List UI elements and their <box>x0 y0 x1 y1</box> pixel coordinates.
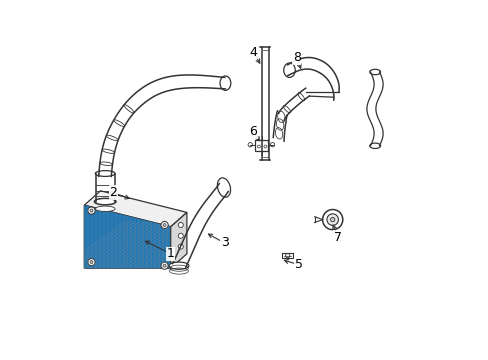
Polygon shape <box>84 205 170 268</box>
Text: 3: 3 <box>220 237 228 249</box>
Circle shape <box>88 207 95 214</box>
Circle shape <box>161 221 168 229</box>
Circle shape <box>90 209 93 212</box>
Circle shape <box>257 145 260 148</box>
Circle shape <box>326 214 338 225</box>
Text: 2: 2 <box>109 186 117 199</box>
Circle shape <box>264 145 266 148</box>
Circle shape <box>163 224 166 226</box>
Text: 4: 4 <box>249 46 257 59</box>
Ellipse shape <box>169 262 188 269</box>
Polygon shape <box>84 205 170 268</box>
Circle shape <box>90 261 93 264</box>
Circle shape <box>88 258 95 266</box>
Ellipse shape <box>95 171 115 176</box>
Ellipse shape <box>217 178 230 197</box>
Ellipse shape <box>95 206 115 212</box>
Text: 8: 8 <box>292 51 300 64</box>
Ellipse shape <box>94 198 116 205</box>
Circle shape <box>247 143 252 147</box>
Text: 1: 1 <box>166 247 174 260</box>
Circle shape <box>322 210 342 230</box>
Ellipse shape <box>369 69 380 75</box>
Circle shape <box>178 222 183 228</box>
Ellipse shape <box>220 76 230 90</box>
FancyBboxPatch shape <box>254 140 268 151</box>
Circle shape <box>285 253 289 258</box>
Circle shape <box>270 143 274 147</box>
Circle shape <box>163 264 166 267</box>
Text: 6: 6 <box>249 125 257 138</box>
Text: 5: 5 <box>294 258 302 271</box>
Circle shape <box>178 233 183 238</box>
Ellipse shape <box>369 143 380 149</box>
Circle shape <box>178 244 183 249</box>
Text: 7: 7 <box>333 231 342 244</box>
Polygon shape <box>170 212 186 268</box>
Ellipse shape <box>283 63 295 77</box>
Polygon shape <box>84 191 186 227</box>
Circle shape <box>161 262 168 269</box>
Circle shape <box>330 217 334 222</box>
